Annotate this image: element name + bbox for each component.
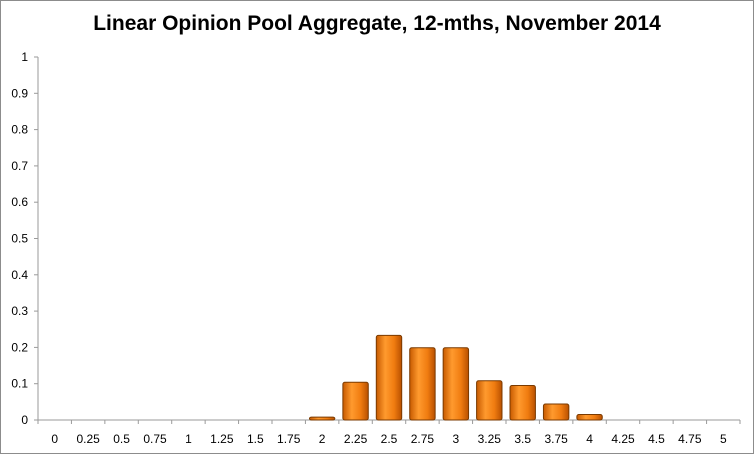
x-tick-label: 1.25 — [210, 432, 234, 446]
x-tick-label: 1.5 — [247, 432, 264, 446]
x-tick-label: 4.5 — [648, 432, 665, 446]
bar — [409, 347, 436, 421]
bar — [542, 403, 570, 421]
x-tick-label: 2.75 — [411, 432, 435, 446]
x-tick-label: 2.25 — [344, 432, 368, 446]
bar — [476, 380, 503, 421]
x-tick-label: 5 — [720, 432, 727, 446]
bar — [576, 414, 603, 421]
bar — [308, 416, 336, 421]
bar — [509, 385, 536, 421]
x-tick-label: 4 — [586, 432, 593, 446]
bar — [342, 381, 369, 421]
y-tick-label: 0.4 — [11, 268, 28, 282]
x-tick-label: 0 — [51, 432, 58, 446]
y-tick-label: 0.1 — [11, 377, 28, 391]
bar — [442, 347, 470, 421]
y-tick-label: 1 — [21, 50, 28, 64]
x-tick-label: 4.25 — [611, 432, 635, 446]
chart-title: Linear Opinion Pool Aggregate, 12-mths, … — [93, 12, 661, 35]
x-tick-label: 1 — [185, 432, 192, 446]
x-tick-label: 3.5 — [514, 432, 531, 446]
y-tick-label: 0.3 — [11, 304, 28, 318]
x-tick-label: 1.75 — [277, 432, 301, 446]
y-tick-label: 0.8 — [11, 123, 28, 137]
x-tick-label: 2.5 — [381, 432, 398, 446]
y-tick-label: 0 — [21, 413, 28, 427]
bar — [375, 334, 403, 421]
y-tick-label: 0.7 — [11, 159, 28, 173]
x-tick-label: 2 — [319, 432, 326, 446]
x-tick-label: 0.75 — [143, 432, 167, 446]
x-tick-label: 3.75 — [544, 432, 568, 446]
x-tick-label: 4.75 — [678, 432, 702, 446]
x-tick-label: 0.25 — [76, 432, 100, 446]
y-tick-label: 0.9 — [11, 86, 28, 100]
y-tick-label: 0.2 — [11, 340, 28, 354]
y-tick-label: 0.5 — [11, 232, 28, 246]
x-tick-label: 0.5 — [113, 432, 130, 446]
x-tick-label: 3.25 — [478, 432, 502, 446]
y-tick-label: 0.6 — [11, 195, 28, 209]
x-tick-label: 3 — [453, 432, 460, 446]
